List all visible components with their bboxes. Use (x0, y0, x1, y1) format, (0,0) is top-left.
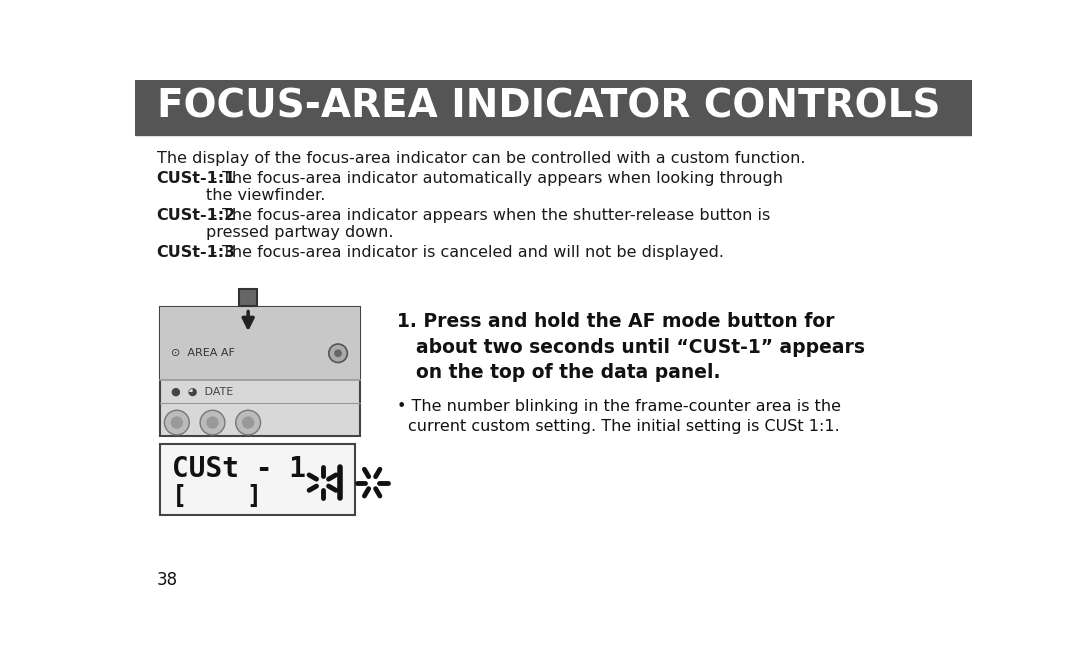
Text: ⊙  AREA AF: ⊙ AREA AF (171, 348, 234, 358)
Text: FOCUS-AREA INDICATOR CONTROLS: FOCUS-AREA INDICATOR CONTROLS (157, 88, 941, 126)
Circle shape (206, 416, 218, 429)
Circle shape (334, 350, 342, 357)
Circle shape (171, 416, 183, 429)
Text: on the top of the data panel.: on the top of the data panel. (416, 363, 720, 382)
Circle shape (242, 416, 255, 429)
Text: current custom setting. The initial setting is CUSt 1:1.: current custom setting. The initial sett… (408, 420, 839, 434)
Bar (160, 307, 360, 436)
Text: 38: 38 (157, 571, 178, 589)
Text: - The focus-area indicator is canceled and will not be displayed.: - The focus-area indicator is canceled a… (205, 244, 724, 260)
Bar (160, 307, 360, 380)
Text: [    ]: [ ] (172, 484, 262, 508)
Text: CUSt-1:3: CUSt-1:3 (157, 244, 235, 260)
Text: CUSt - 1: CUSt - 1 (172, 455, 307, 483)
Circle shape (235, 410, 260, 435)
Bar (239, 288, 257, 306)
Text: - The focus-area indicator automatically appears when looking through
the viewfi: - The focus-area indicator automatically… (205, 170, 783, 203)
Text: CUSt-1:1: CUSt-1:1 (157, 170, 235, 186)
Bar (160, 444, 355, 515)
Text: • The number blinking in the frame-counter area is the: • The number blinking in the frame-count… (397, 399, 841, 414)
Circle shape (164, 410, 189, 435)
Text: The display of the focus-area indicator can be controlled with a custom function: The display of the focus-area indicator … (157, 151, 806, 166)
Text: 1. Press and hold the AF mode button for: 1. Press and hold the AF mode button for (397, 312, 835, 332)
Circle shape (200, 410, 225, 435)
Text: CUSt-1:2: CUSt-1:2 (157, 208, 235, 222)
Text: - The focus-area indicator appears when the shutter-release button is
pressed pa: - The focus-area indicator appears when … (205, 208, 770, 240)
Circle shape (328, 344, 348, 362)
Text: about two seconds until “CUSt-1” appears: about two seconds until “CUSt-1” appears (416, 338, 865, 357)
Bar (135, 80, 972, 135)
Text: ●  ◕  DATE: ● ◕ DATE (171, 387, 233, 397)
